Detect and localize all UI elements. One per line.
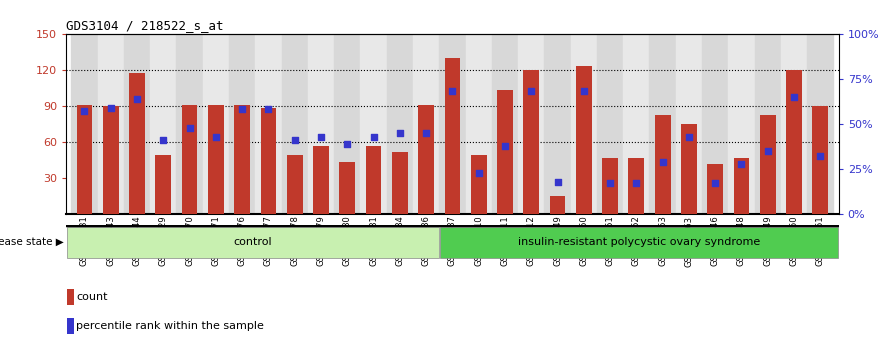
Point [130,96,144,102]
Bar [786,70,802,214]
Bar [334,34,360,214]
Point [813,154,827,159]
Text: insulin-resistant polycystic ovary syndrome: insulin-resistant polycystic ovary syndr… [518,237,760,247]
Bar [649,34,676,214]
Bar [98,34,124,214]
Text: GDS3104 / 218522_s_at: GDS3104 / 218522_s_at [66,19,224,33]
Bar [544,34,571,214]
Text: percentile rank within the sample: percentile rank within the sample [76,321,264,331]
Bar [234,105,250,214]
Bar [760,115,775,214]
Bar [781,34,807,214]
Bar [571,34,597,214]
Bar [208,105,224,214]
Bar [755,34,781,214]
Bar [261,108,277,214]
Bar [67,227,439,258]
Point [735,161,749,166]
Point [682,134,696,139]
Bar [130,73,144,214]
Bar [203,34,229,214]
Bar [313,145,329,214]
Bar [413,34,440,214]
Bar [445,58,460,214]
Bar [307,34,334,214]
Bar [550,196,566,214]
Bar [77,105,93,214]
Bar [812,106,828,214]
Bar [676,34,702,214]
Point [288,137,302,143]
Point [182,125,196,130]
Point [340,141,354,147]
Point [393,130,407,136]
Point [366,134,381,139]
Point [78,108,92,114]
Bar [67,318,74,334]
Point [603,181,617,186]
Bar [255,34,282,214]
Bar [518,34,544,214]
Bar [497,90,513,214]
Text: disease state ▶: disease state ▶ [0,237,64,247]
Point [629,181,643,186]
Bar [729,34,755,214]
Point [655,159,670,165]
Bar [465,34,492,214]
Bar [124,34,150,214]
Bar [628,158,644,214]
Bar [71,34,98,214]
Bar [181,105,197,214]
Bar [387,34,413,214]
Bar [229,34,255,214]
Bar [440,227,838,258]
Bar [418,105,434,214]
Point [471,170,485,176]
Point [445,88,459,94]
Bar [492,34,518,214]
Point [787,94,801,99]
Bar [603,158,618,214]
Point [235,107,249,112]
Point [551,179,565,184]
Bar [470,155,486,214]
Bar [287,155,302,214]
Bar [440,34,465,214]
Bar [597,34,623,214]
Point [104,105,118,110]
Text: count: count [76,292,107,302]
Bar [150,34,176,214]
Point [209,134,223,139]
Bar [366,145,381,214]
Bar [67,289,74,305]
Point [708,181,722,186]
Bar [155,155,171,214]
Bar [339,162,355,214]
Bar [176,34,203,214]
Point [419,130,433,136]
Point [262,107,276,112]
Point [156,137,170,143]
Bar [392,152,408,214]
Bar [681,124,697,214]
Point [760,148,774,154]
Bar [103,106,119,214]
Bar [807,34,833,214]
Bar [360,34,387,214]
Point [577,88,591,94]
Point [314,134,328,139]
Bar [623,34,649,214]
Text: control: control [233,237,272,247]
Bar [702,34,729,214]
Bar [282,34,307,214]
Point [524,88,538,94]
Bar [523,70,539,214]
Bar [707,164,723,214]
Bar [655,115,670,214]
Bar [576,66,592,214]
Point [498,143,512,148]
Bar [734,158,750,214]
